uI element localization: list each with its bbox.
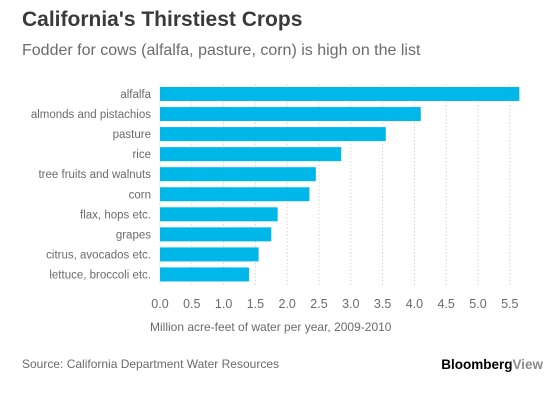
x-tick-label: 1.5: [247, 297, 264, 311]
bar: [160, 87, 520, 101]
source-note: Source: California Department Water Reso…: [22, 357, 279, 371]
category-label: pasture: [113, 129, 151, 141]
bloomberg-view-logo: BloombergView: [441, 357, 543, 372]
chart-title: California's Thirstiest Crops: [22, 8, 303, 31]
bar: [160, 207, 278, 222]
category-label: tree fruits and walnuts: [38, 169, 151, 181]
bar: [160, 267, 250, 282]
category-label: almonds and pistachios: [31, 109, 151, 121]
x-tick-label: 0.0: [151, 297, 168, 311]
x-tick-label: 5.0: [469, 297, 486, 311]
brand-part-1: Bloomberg: [441, 357, 513, 372]
category-label: grapes: [116, 229, 151, 241]
bar: [160, 247, 259, 262]
x-tick-label: 3.5: [374, 297, 391, 311]
bar: [160, 107, 421, 122]
x-tick-label: 2.5: [310, 297, 327, 311]
category-label: alfalfa: [120, 89, 151, 101]
x-axis-label: Million acre-feet of water per year, 200…: [150, 320, 392, 334]
bar: [160, 187, 310, 202]
bar: [160, 167, 316, 182]
category-label: citrus, avocados etc.: [46, 249, 151, 261]
x-tick-label: 0.5: [183, 297, 200, 311]
category-label: corn: [129, 189, 151, 201]
x-tick-label: 1.0: [215, 297, 232, 311]
category-label: rice: [132, 149, 151, 161]
bar: [160, 227, 272, 242]
bar: [160, 127, 386, 142]
chart-subtitle: Fodder for cows (alfalfa, pasture, corn)…: [22, 42, 421, 59]
brand-part-2: View: [512, 357, 543, 372]
x-tick-label: 3.0: [342, 297, 359, 311]
x-tick-label: 4.5: [438, 297, 455, 311]
x-tick-label: 5.5: [501, 297, 518, 311]
category-label: flax, hops etc.: [80, 209, 151, 221]
category-label: lettuce, broccoli etc.: [49, 269, 151, 281]
bar: [160, 147, 342, 162]
x-tick-label: 4.0: [406, 297, 423, 311]
x-tick-label: 2.0: [279, 297, 296, 311]
